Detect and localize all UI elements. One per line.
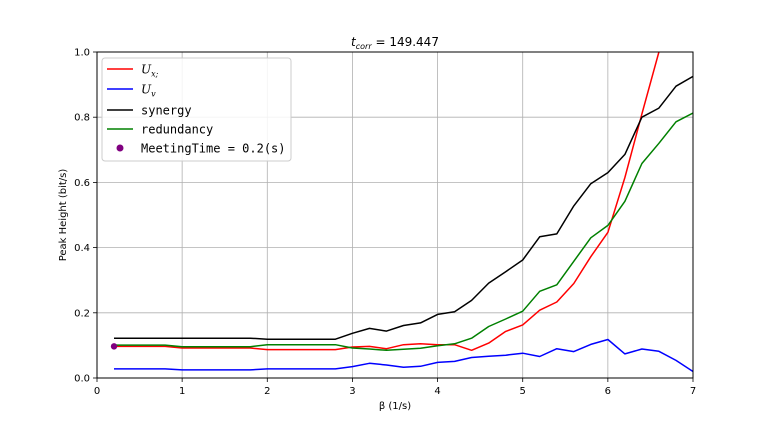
legend-label-1: Ux; — [141, 63, 159, 79]
y-tick-label: 0.6 — [74, 178, 90, 189]
x-tick-label: 7 — [690, 386, 696, 397]
legend-box — [101, 57, 292, 162]
x-tick-label: 0 — [94, 386, 100, 397]
y-axis-label: Peak Height (bit/s) — [58, 169, 69, 262]
y-tick-label: 0.0 — [74, 374, 90, 385]
x-axis-label: β (1/s) — [379, 401, 411, 412]
x-tick-label: 5 — [520, 386, 526, 397]
legend-label-4: redundancy — [141, 123, 213, 137]
x-tick-label: 1 — [179, 386, 185, 397]
legend-label-meeting-time: MeetingTime = 0.2(s) — [141, 142, 286, 156]
title-sub: corr — [356, 42, 373, 51]
legend-label-2: Uv — [141, 83, 156, 99]
series-line-1 — [114, 52, 660, 352]
x-tick-label: 6 — [605, 386, 611, 397]
title-main: t — [351, 35, 357, 49]
x-tick-label: 3 — [349, 386, 355, 397]
series-line-2 — [114, 338, 693, 373]
x-tick-label: 2 — [264, 386, 270, 397]
y-tick-label: 0.8 — [74, 113, 90, 124]
chart-title: tcorr = 149.447 — [351, 35, 439, 51]
axes-frame — [96, 51, 694, 379]
series-line-4 — [114, 112, 693, 352]
meeting-time-point — [110, 343, 118, 350]
y-tick-label: 0.4 — [74, 243, 90, 254]
y-tick-label: 0.2 — [74, 308, 90, 319]
legend-label-3: synergy — [141, 104, 192, 118]
ticks: 0 1 2 3 4 5 6 7 0.0 0.2 0.4 0.6 0.8 1.0 — [74, 48, 696, 398]
plot-area — [110, 52, 693, 373]
title-rest: = 149.447 — [372, 35, 439, 49]
x-tick-label: 4 — [434, 386, 440, 397]
legend-marker-meeting-time — [116, 144, 124, 152]
y-tick-label: 1.0 — [74, 48, 90, 59]
series-line-3 — [114, 75, 693, 340]
legend: Ux; Uv synergy redundancy MeetingTime = 0.2(… — [101, 57, 292, 162]
